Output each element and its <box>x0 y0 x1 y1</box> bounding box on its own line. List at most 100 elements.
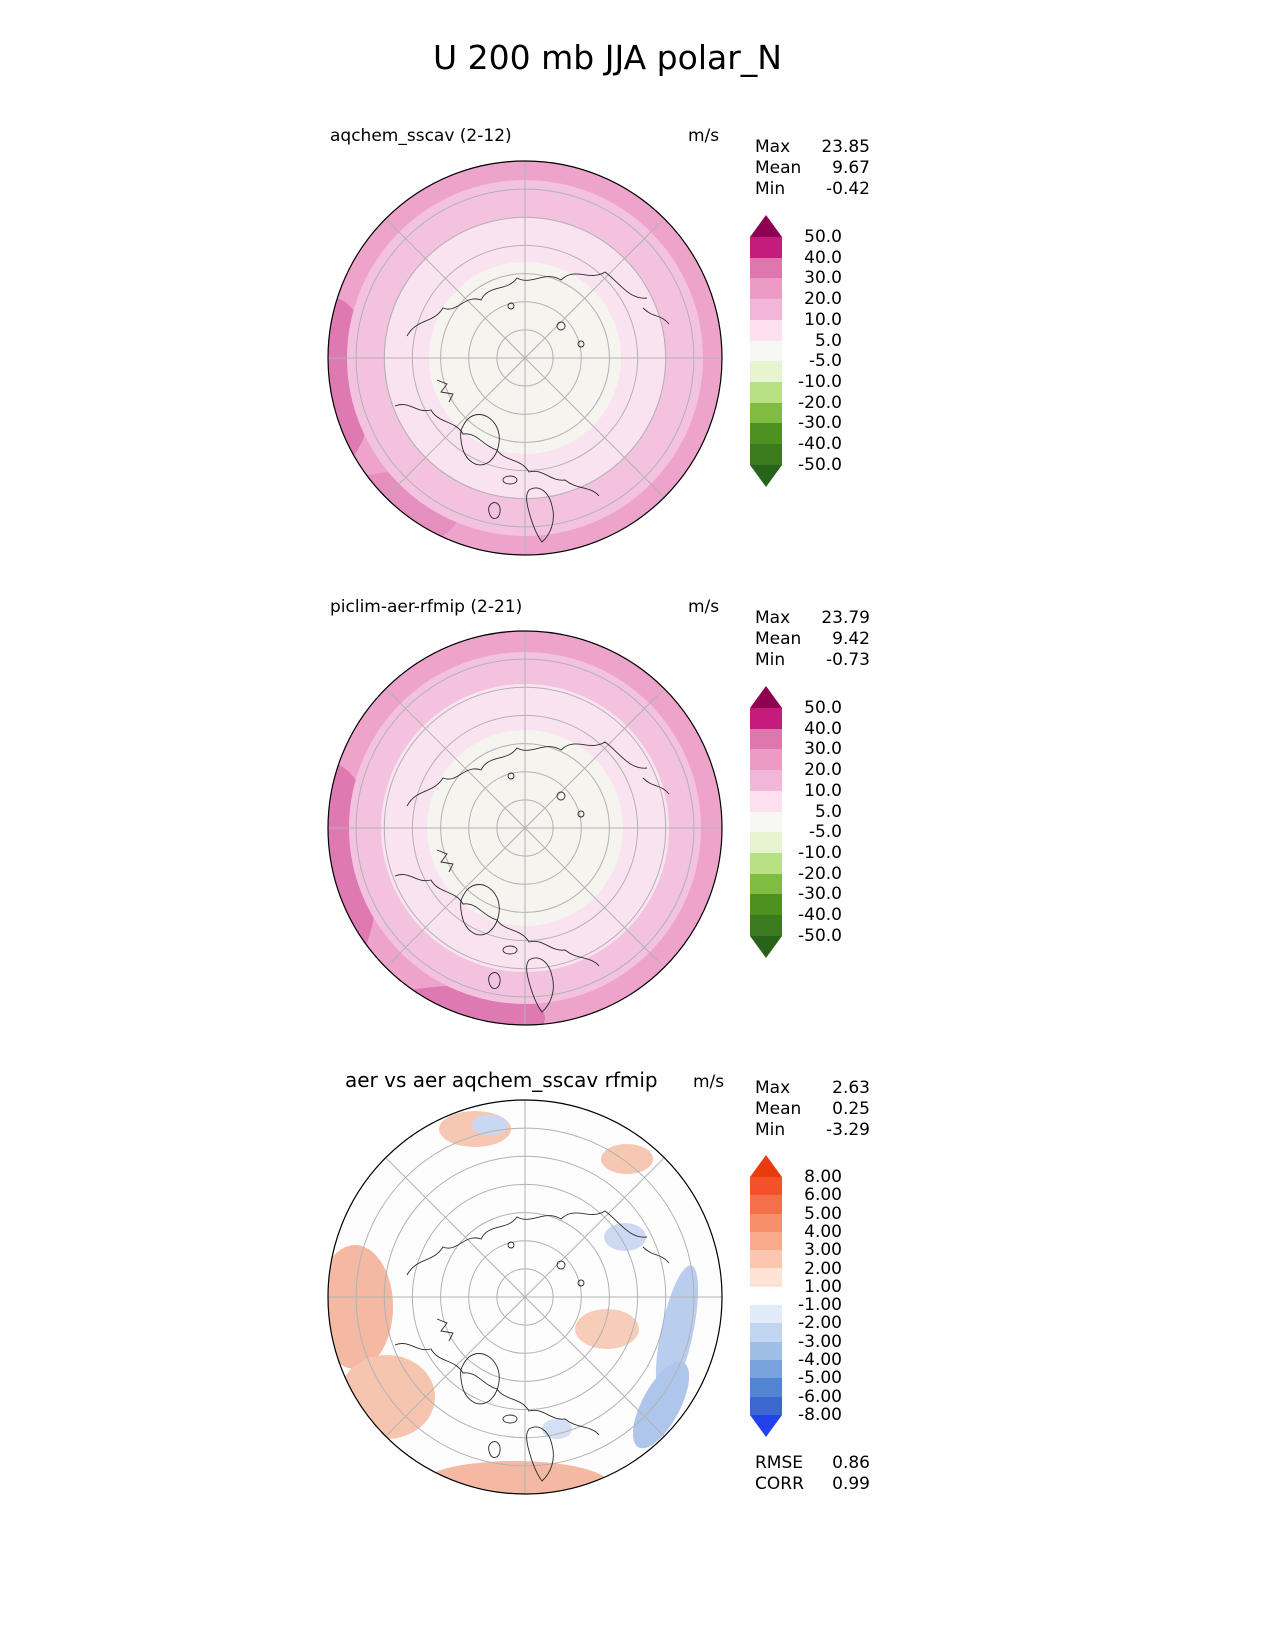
colorbar-segment <box>750 1341 782 1360</box>
colorbar-tick: 30.0 <box>804 739 842 759</box>
colorbar-segment <box>750 1250 782 1269</box>
colorbar-segment <box>750 770 782 791</box>
colorbar-tick: 5.0 <box>814 802 842 822</box>
colorbar-tick: -10.0 <box>798 843 842 863</box>
colorbar-segment <box>750 361 782 383</box>
panel-2-title: piclim-aer-rfmip (2-21) <box>330 597 523 617</box>
colorbar-tick: 5.0 <box>814 331 842 351</box>
colorbar-segment <box>750 853 782 874</box>
stat-min-value: -3.29 <box>826 1120 870 1140</box>
colorbar-segment <box>750 894 782 916</box>
colorbar-tick: 20.0 <box>804 760 842 780</box>
stat-max-value: 2.63 <box>832 1078 870 1098</box>
colorbar-panel-2 <box>750 686 782 958</box>
metric-corr: CORR 0.99 <box>755 1474 870 1495</box>
colorbar-segment <box>750 1359 782 1379</box>
polar-map-panel-3 <box>327 1099 723 1495</box>
stat-min-value: -0.42 <box>826 179 870 199</box>
panel-3-units: m/s <box>693 1072 725 1092</box>
colorbar-tick: -20.0 <box>798 864 842 884</box>
colorbar-segment <box>750 915 782 936</box>
colorbar-tick: -5.0 <box>808 351 842 371</box>
colorbar-tick: 2.00 <box>804 1259 842 1279</box>
stat-min-label: Min <box>755 650 786 670</box>
metric-corr-value: 0.99 <box>832 1474 870 1494</box>
colorbar-tick: 5.00 <box>804 1204 842 1224</box>
colorbar-tick: -50.0 <box>798 926 842 946</box>
metric-rmse: RMSE 0.86 <box>755 1453 870 1474</box>
colorbar-segment <box>750 319 782 341</box>
colorbar-segment <box>750 1323 782 1342</box>
colorbar-tick: 1.00 <box>804 1277 842 1297</box>
colorbar-tick: -50.0 <box>798 455 842 475</box>
stat-min: Min -0.73 <box>755 650 870 671</box>
colorbar-segment <box>750 340 782 362</box>
colorbar-over-arrow <box>750 215 782 237</box>
colorbar-tick: -1.00 <box>798 1295 842 1315</box>
stat-mean-label: Mean <box>755 158 802 178</box>
panel-3-title: aer vs aer aqchem_sscav rfmip <box>345 1068 658 1092</box>
colorbar-segment <box>750 423 782 445</box>
colorbar-tick: -6.00 <box>798 1387 842 1407</box>
polar-map-panel-2 <box>327 630 723 1026</box>
stat-max-value: 23.79 <box>821 608 870 628</box>
stat-mean-value: 9.67 <box>832 158 870 178</box>
stat-min: Min -0.42 <box>755 179 870 200</box>
colorbar-segment <box>750 1305 782 1324</box>
colorbar-tick: 40.0 <box>804 248 842 268</box>
colorbar-tick: -40.0 <box>798 434 842 454</box>
colorbar-tick: 3.00 <box>804 1240 842 1260</box>
stat-mean: Mean 0.25 <box>755 1099 870 1120</box>
stat-min-label: Min <box>755 1120 786 1140</box>
stat-mean: Mean 9.67 <box>755 158 870 179</box>
colorbar-segment <box>750 299 782 320</box>
stat-mean: Mean 9.42 <box>755 629 870 650</box>
colorbar-tick: -30.0 <box>798 413 842 433</box>
colorbar-tick: -40.0 <box>798 905 842 925</box>
colorbar-segment <box>750 790 782 812</box>
stat-max-label: Max <box>755 137 791 157</box>
colorbar-under-arrow <box>750 1414 782 1437</box>
colorbar-segment <box>750 444 782 465</box>
stat-mean-label: Mean <box>755 629 802 649</box>
colorbar-tick: 10.0 <box>804 781 842 801</box>
stats-panel-2: Max 23.79 Mean 9.42 Min -0.73 <box>755 608 870 671</box>
colorbar-segment <box>750 257 782 279</box>
colorbar-tick: 8.00 <box>804 1167 842 1187</box>
stats-panel-1: Max 23.85 Mean 9.67 Min -0.42 <box>755 137 870 200</box>
metric-rmse-value: 0.86 <box>832 1453 870 1473</box>
stat-min: Min -3.29 <box>755 1120 870 1141</box>
colorbar-tick: 30.0 <box>804 268 842 288</box>
stat-max-value: 23.85 <box>821 137 870 157</box>
colorbar-tick: 4.00 <box>804 1222 842 1242</box>
colorbar-over-arrow <box>750 686 782 708</box>
colorbar-segment <box>750 728 782 750</box>
colorbar-tick: 50.0 <box>804 227 842 247</box>
colorbar-segment <box>750 749 782 771</box>
page-title: U 200 mb JJA polar_N <box>433 38 782 77</box>
colorbar-segment <box>750 402 782 424</box>
colorbar-segment <box>750 1177 782 1196</box>
colorbar-tick: -8.00 <box>798 1405 842 1425</box>
colorbar-segment <box>750 1396 782 1415</box>
colorbar-tick: 40.0 <box>804 719 842 739</box>
colorbar-segment <box>750 811 782 833</box>
colorbar-segment <box>750 1231 782 1251</box>
colorbar-tick: -20.0 <box>798 393 842 413</box>
colorbar-under-arrow <box>750 935 782 958</box>
stat-max: Max 23.79 <box>755 608 870 629</box>
panel-1-title: aqchem_sscav (2-12) <box>330 126 512 146</box>
metric-rmse-label: RMSE <box>755 1453 804 1473</box>
colorbar-segment <box>750 708 782 729</box>
stat-mean-value: 9.42 <box>832 629 870 649</box>
colorbar-segment <box>750 278 782 300</box>
stats-panel-3: Max 2.63 Mean 0.25 Min -3.29 <box>755 1078 870 1141</box>
colorbar-segment <box>750 832 782 854</box>
colorbar-tick: 20.0 <box>804 289 842 309</box>
colorbar-tick: -2.00 <box>798 1313 842 1333</box>
colorbar-panel-1 <box>750 215 782 487</box>
colorbar-tick: -5.00 <box>798 1368 842 1388</box>
colorbar-segment <box>750 1268 782 1287</box>
colorbar-tick: -5.0 <box>808 822 842 842</box>
